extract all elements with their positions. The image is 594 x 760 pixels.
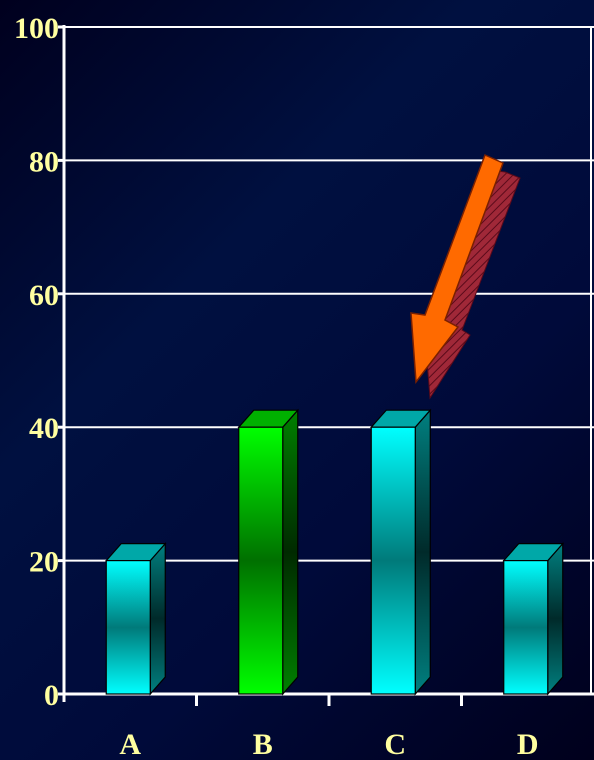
highlight-arrow: [410, 153, 521, 400]
bar-side-D: [547, 542, 564, 696]
x-tick-label-A: A: [119, 728, 141, 760]
bar-B: [237, 408, 300, 696]
bar-C: [369, 408, 432, 696]
bar-side-A: [149, 542, 166, 696]
y-tick-label-20: 20: [29, 546, 59, 579]
y-tick-label-100: 100: [14, 12, 59, 45]
arrow-icon: [410, 153, 504, 385]
bar-A: [104, 542, 167, 696]
y-tick-label-60: 60: [29, 279, 59, 312]
y-tick-label-80: 80: [29, 145, 59, 178]
x-tick-label-B: B: [253, 728, 273, 760]
y-tick-label-0: 0: [44, 679, 59, 712]
bar-front-A: [105, 559, 151, 695]
bars: [104, 408, 565, 696]
x-tick-label-D: D: [517, 728, 539, 760]
axis-labels: 0 20 40 60 80 100 A B C D: [14, 12, 539, 760]
bar-front-D: [503, 559, 549, 695]
bar-D: [502, 542, 565, 696]
bar-front-B: [238, 426, 284, 695]
y-tick-label-40: 40: [29, 412, 59, 445]
bar-side-B: [282, 408, 299, 696]
bar-side-C: [414, 408, 431, 696]
bar-front-C: [370, 426, 416, 695]
x-tick-label-C: C: [384, 728, 406, 760]
